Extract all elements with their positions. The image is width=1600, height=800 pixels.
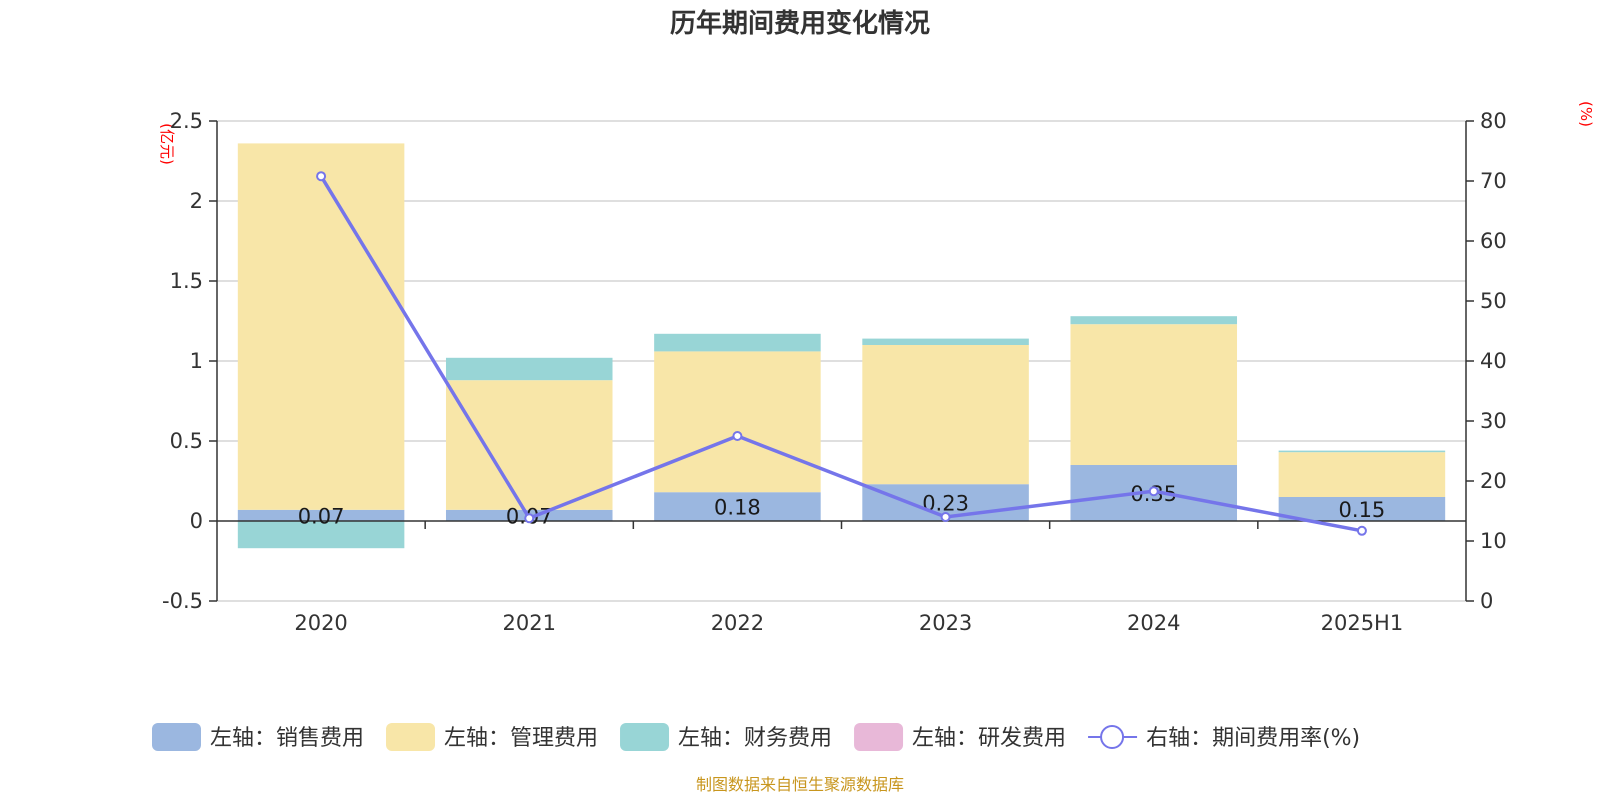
category-label: 2023 (919, 611, 972, 635)
rate-line-point (316, 171, 327, 182)
bar-data-label: 0.15 (1339, 498, 1386, 522)
category-label: 2024 (1127, 611, 1180, 635)
right-tick-label: 30 (1480, 409, 1507, 433)
bar-segment (654, 492, 821, 521)
left-tick-label: -0.5 (162, 589, 203, 613)
right-tick-label: 70 (1480, 169, 1507, 193)
right-axis-unit: (%) (1577, 101, 1595, 127)
right-tick-label: 20 (1480, 469, 1507, 493)
bar-segment (862, 345, 1029, 485)
right-tick-label: 80 (1480, 109, 1507, 133)
bar-data-label: 0.23 (922, 492, 969, 516)
legend-label: 左轴：研发费用 (912, 726, 1066, 751)
legend-marker (1100, 725, 1125, 749)
left-axis-unit: (亿元) (158, 123, 176, 165)
bar-segment (1070, 316, 1238, 325)
bar-segment (1278, 450, 1446, 453)
axes: -0.5 0 0.5 1 1.5 2 2.5 0 10 20 30 40 50 60 70 80 2020 202… (162, 109, 1507, 635)
bars (237, 143, 1446, 549)
bar-segment (237, 521, 405, 549)
left-tick-label: 2.5 (170, 109, 203, 133)
rate-line-path (319, 175, 1363, 533)
legend-swatch (854, 723, 904, 751)
rate-line (316, 171, 1367, 536)
chart-title: 历年期间费用变化情况 (670, 8, 930, 39)
legend-label: 左轴：财务费用 (678, 726, 832, 751)
category-label: 2022 (711, 611, 764, 635)
bar-segment (237, 509, 405, 521)
right-tick-label: 60 (1480, 229, 1507, 253)
legend-swatch (620, 723, 670, 751)
legend-label: 右轴：期间费用率(%) (1146, 726, 1360, 751)
bar-segment (1070, 324, 1238, 465)
legend-swatch (386, 723, 436, 751)
bar-segment (654, 333, 821, 352)
grid-lines (217, 120, 1466, 602)
bar-data-label: 0.07 (298, 504, 345, 528)
right-tick-label: 40 (1480, 349, 1507, 373)
right-tick-label: 10 (1480, 529, 1507, 553)
bar-segment (1278, 452, 1446, 497)
bar-data-label: 0.18 (714, 496, 761, 520)
bar-segment (654, 351, 821, 493)
left-tick-label: 1.5 (170, 269, 203, 293)
rate-line-point (732, 431, 743, 441)
bar-segment (445, 357, 613, 381)
bar-segment (862, 338, 1029, 345)
rate-line-point (940, 512, 951, 522)
legend-swatch (152, 723, 201, 751)
right-tick-label: 50 (1480, 289, 1507, 313)
legend-label: 左轴：销售费用 (210, 726, 364, 751)
bar-segment (1278, 497, 1446, 521)
left-tick-label: 0 (190, 509, 203, 533)
bar-segment (445, 380, 613, 510)
category-label: 2021 (503, 611, 556, 635)
legend: 左轴：销售费用 左轴：管理费用 左轴：财务费用 左轴：研发费用 右轴：期间费用率(%) (152, 723, 1360, 751)
category-label: 2025H1 (1321, 611, 1404, 635)
rate-line-point (524, 513, 535, 524)
category-label: 2020 (294, 611, 347, 635)
left-tick-label: 0.5 (170, 429, 203, 453)
right-tick-label: 0 (1480, 589, 1493, 613)
left-tick-label: 1 (190, 349, 203, 373)
data-source-note: 制图数据来自恒生聚源数据库 (696, 775, 904, 794)
left-tick-label: 2 (190, 189, 203, 213)
bar-segment (237, 143, 405, 510)
legend-label: 左轴：管理费用 (444, 726, 598, 751)
rate-line-point (1356, 525, 1367, 536)
rate-line-point (1148, 486, 1159, 497)
